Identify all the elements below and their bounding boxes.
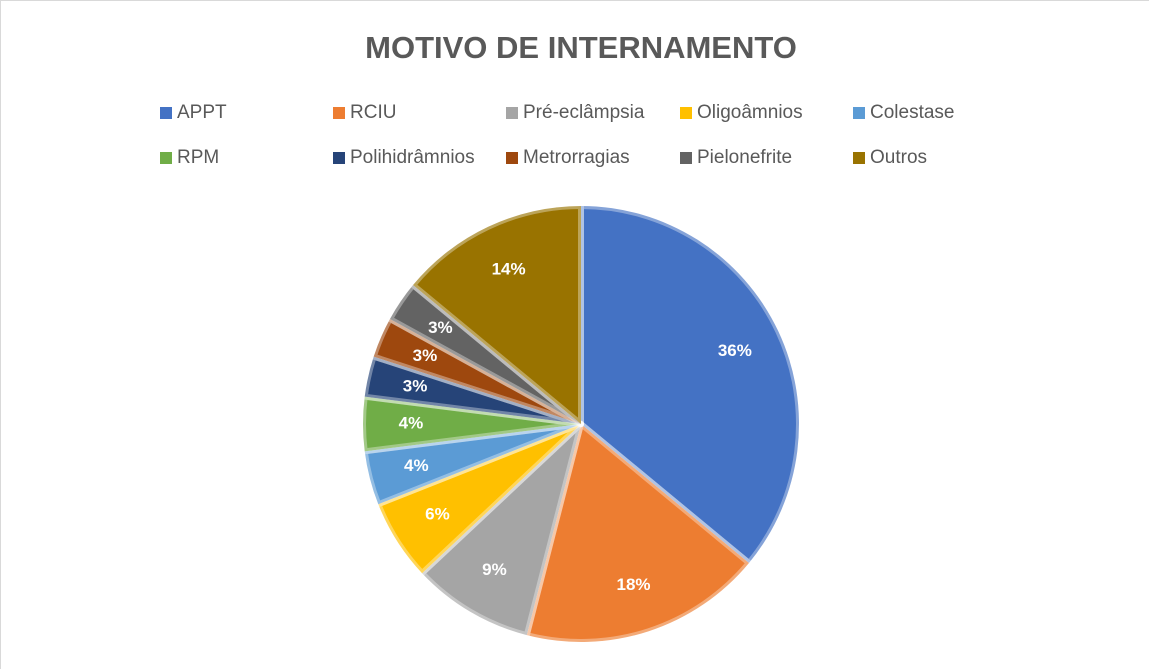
data-label: 4%: [404, 456, 429, 475]
pie-slice: [360, 393, 584, 455]
legend-label: Metrorragias: [523, 147, 630, 168]
data-label: 3%: [428, 318, 453, 337]
legend-swatch: [506, 107, 518, 119]
data-label: 4%: [399, 413, 424, 432]
legend-label: RCIU: [350, 102, 396, 123]
legend-label: APPT: [177, 102, 227, 123]
pie-slice: [410, 203, 584, 427]
legend-swatch: [853, 107, 865, 119]
data-label: 18%: [617, 575, 651, 594]
legend-label: RPM: [177, 147, 219, 168]
legend-label: Outros: [870, 147, 927, 168]
data-label: 9%: [482, 560, 507, 579]
legend-swatch: [160, 152, 172, 164]
pie-slice: [523, 421, 752, 645]
pie-slice: [578, 203, 802, 566]
pie-slice: [419, 421, 584, 639]
data-label: 36%: [718, 341, 752, 360]
data-label: 6%: [425, 505, 450, 524]
legend-label: Polihidrâmnios: [350, 147, 475, 168]
legend-swatch: [160, 107, 172, 119]
legend-swatch: [680, 152, 692, 164]
pie-slice: [386, 282, 584, 427]
legend-swatch: [853, 152, 865, 164]
legend-label: Oligoâmnios: [697, 102, 803, 123]
data-label: 14%: [492, 260, 526, 279]
legend-swatch: [506, 152, 518, 164]
legend-swatch: [333, 152, 345, 164]
pie-slice: [370, 315, 584, 427]
chart-title: MOTIVO DE INTERNAMENTO: [365, 30, 797, 65]
data-label: 3%: [413, 346, 438, 365]
legend-label: Pielonefrite: [697, 147, 792, 168]
legend-label: Colestase: [870, 102, 955, 123]
pie-slice: [361, 421, 584, 508]
legend-swatch: [680, 107, 692, 119]
legend-swatch: [333, 107, 345, 119]
data-label: 3%: [403, 376, 428, 395]
pie-slice: [361, 353, 584, 427]
pie-slice: [375, 421, 584, 577]
legend-label: Pré-eclâmpsia: [523, 102, 645, 123]
